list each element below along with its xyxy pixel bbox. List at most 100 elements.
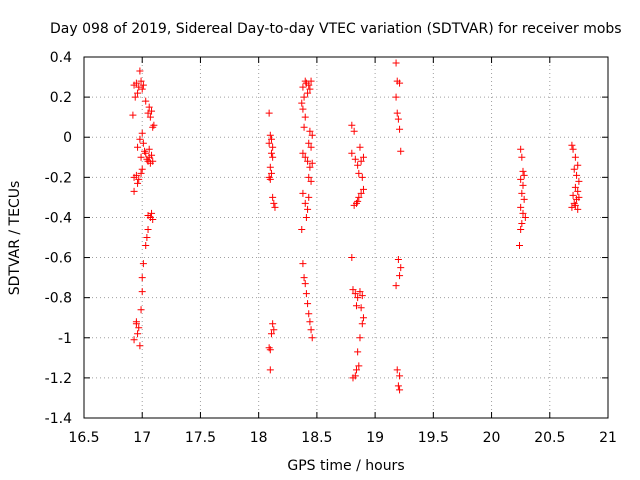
data-point	[304, 300, 312, 308]
data-point	[306, 318, 314, 326]
data-point	[574, 161, 582, 169]
data-point	[521, 213, 529, 221]
data-point	[396, 272, 404, 280]
data-point	[267, 149, 275, 157]
data-point	[142, 242, 150, 250]
data-point	[348, 149, 356, 157]
x-axis: 16.5 17 17.5 18 18.5 19 19.5 20 20.5 21	[68, 57, 617, 446]
data-point	[349, 374, 357, 382]
data-point	[269, 320, 277, 328]
data-point	[308, 131, 316, 139]
data-point	[396, 372, 404, 380]
data-point	[138, 129, 146, 137]
y-tick-label: -1	[58, 331, 72, 347]
data-point	[517, 203, 525, 211]
data-point	[393, 366, 401, 374]
x-tick-label: 18.5	[301, 430, 332, 446]
data-point	[302, 213, 310, 221]
data-point	[304, 205, 312, 213]
data-point	[397, 264, 405, 272]
data-point	[132, 79, 140, 87]
data-point	[569, 145, 577, 153]
data-point	[568, 141, 576, 149]
data-point	[270, 326, 278, 334]
data-point	[575, 193, 583, 201]
chart-title: Day 098 of 2019, Sidereal Day-to-day VTE…	[50, 21, 622, 37]
data-point	[305, 81, 313, 89]
data-point	[357, 157, 365, 165]
data-point	[130, 336, 138, 344]
data-points	[129, 59, 583, 394]
data-point	[143, 234, 151, 241]
data-point	[306, 163, 314, 171]
data-point	[134, 89, 142, 97]
data-point	[308, 334, 316, 342]
data-point	[298, 225, 306, 233]
data-point	[355, 362, 363, 370]
data-point	[354, 161, 362, 169]
data-point	[306, 85, 314, 93]
grid-lines	[84, 57, 608, 418]
data-point	[148, 151, 156, 159]
data-point	[571, 201, 579, 209]
y-tick-label: -0.8	[45, 291, 72, 307]
data-point	[266, 163, 274, 171]
data-point	[356, 288, 364, 296]
data-point	[520, 195, 528, 203]
data-point	[571, 183, 579, 191]
data-point	[349, 286, 357, 294]
data-point	[354, 294, 362, 302]
x-tick-label: 18	[250, 430, 268, 446]
data-point	[130, 187, 138, 195]
data-point	[300, 123, 308, 131]
data-point	[146, 113, 154, 121]
data-point	[307, 77, 315, 85]
data-point	[149, 157, 157, 165]
data-point	[148, 107, 156, 115]
data-point	[144, 225, 152, 233]
data-point	[516, 242, 524, 250]
data-point	[139, 260, 147, 268]
data-point	[357, 189, 365, 197]
data-point	[138, 85, 146, 93]
y-tick-label: -1.2	[45, 371, 72, 387]
data-point	[301, 113, 309, 121]
data-point	[137, 306, 145, 314]
data-point	[396, 79, 404, 87]
data-point	[305, 193, 313, 201]
data-point	[305, 310, 313, 318]
data-point	[304, 157, 312, 165]
y-tick-label: -0.4	[45, 210, 72, 226]
data-point	[354, 197, 362, 205]
data-point	[134, 330, 142, 338]
data-point	[348, 121, 356, 129]
data-point	[137, 153, 145, 161]
data-point	[355, 169, 363, 177]
data-point	[137, 77, 145, 85]
data-point	[299, 149, 307, 157]
data-point	[136, 67, 144, 75]
y-tick-label: 0.4	[50, 50, 72, 66]
data-point	[569, 191, 577, 199]
data-point	[397, 147, 405, 155]
x-axis-label: GPS time / hours	[287, 458, 404, 474]
data-point	[302, 290, 310, 298]
data-point	[298, 99, 306, 107]
data-point	[148, 209, 156, 217]
x-tick-label: 19	[366, 430, 384, 446]
data-point	[267, 169, 275, 177]
y-tick-label: 0	[63, 130, 72, 146]
data-point	[300, 93, 308, 101]
data-point	[301, 153, 309, 161]
data-point	[394, 382, 402, 390]
data-point	[571, 153, 579, 161]
data-point	[136, 135, 144, 143]
data-point	[142, 149, 150, 157]
data-point	[136, 342, 144, 350]
data-point	[575, 177, 583, 185]
data-point	[396, 386, 404, 394]
data-point	[359, 185, 367, 193]
data-point	[519, 167, 527, 175]
data-point	[266, 366, 274, 374]
data-point	[358, 292, 366, 300]
